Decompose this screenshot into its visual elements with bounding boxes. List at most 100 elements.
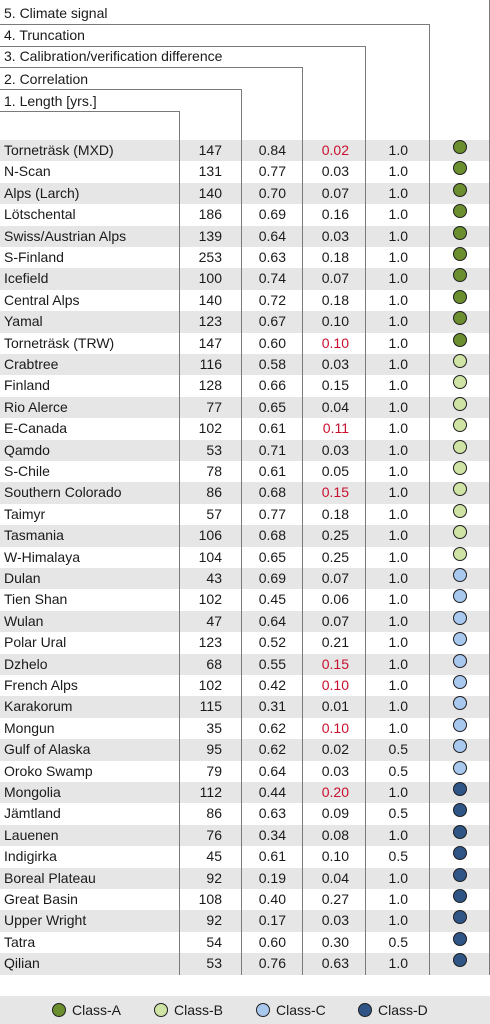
difference-value: 0.04 [321,869,349,886]
truncation-value: 1.0 [388,398,408,415]
table-row: Tien Shan 102 0.45 0.06 1.0 [0,589,490,611]
truncation-value: 1.0 [388,313,408,330]
site-name: Boreal Plateau [4,869,96,886]
truncation-value: 1.0 [388,869,408,886]
difference-value: 0.16 [321,206,349,223]
length-value: 100 [198,270,222,287]
correlation-value: 0.64 [258,612,286,629]
length-value: 45 [206,848,222,865]
correlation-value: 0.45 [258,591,286,608]
correlation-value: 0.66 [258,377,286,394]
site-name: Icefield [4,270,49,287]
table-row: Gulf of Alaska 95 0.62 0.02 0.5 [0,739,490,761]
truncation-value: 1.0 [388,163,408,180]
climate-signal-dot [453,482,467,497]
truncation-value: 1.0 [388,570,408,586]
table-row: Oroko Swamp 79 0.64 0.03 0.5 [0,760,490,782]
site-name: Karakorum [4,698,73,715]
difference-value: 0.18 [321,505,349,522]
correlation-value: 0.67 [258,313,286,330]
legend-item-class-c: Class-C [256,996,326,1024]
truncation-value: 0.5 [388,805,408,822]
difference-value: 0.02 [321,741,349,758]
truncation-value: 1.0 [388,719,408,736]
difference-value: 0.09 [321,805,349,822]
difference-value: 0.20 [321,784,349,800]
difference-value: 0.25 [321,548,349,565]
legend-item-class-a: Class-A [52,996,121,1024]
difference-value: 0.03 [321,356,349,372]
site-name: Taimyr [4,505,46,522]
length-value: 140 [198,291,222,308]
truncation-value: 1.0 [388,227,408,244]
length-value: 95 [206,741,222,758]
table-row: Qilian 53 0.76 0.63 1.0 [0,953,490,975]
length-value: 104 [198,548,222,565]
climate-signal-dot [453,867,467,882]
climate-signal-dot [453,910,467,925]
length-value: 86 [206,805,222,822]
climate-signal-dot [453,332,467,347]
climate-signal-dot [453,204,467,219]
table-row: Polar Ural 123 0.52 0.21 1.0 [0,632,490,654]
header-class: 5. Climate signal [4,5,108,21]
site-name: Oroko Swamp [4,762,93,779]
table-row: French Alps 102 0.42 0.10 1.0 [0,675,490,697]
difference-value: 0.03 [321,912,349,929]
legend-label: Class-D [378,1002,428,1018]
correlation-value: 0.62 [258,719,286,736]
legend-swatch [52,1002,66,1017]
table-row: Central Alps 140 0.72 0.18 1.0 [0,289,490,312]
length-value: 147 [198,334,222,351]
correlation-value: 0.74 [258,270,286,287]
truncation-value: 1.0 [388,826,408,843]
truncation-value: 1.0 [388,612,408,629]
difference-value: 0.02 [321,142,349,158]
length-value: 253 [198,249,222,265]
difference-value: 0.04 [321,398,349,415]
truncation-value: 1.0 [388,206,408,223]
table-row: Torneträsk (TRW) 147 0.60 0.10 1.0 [0,332,490,354]
site-name: Finland [4,377,50,394]
truncation-value: 1.0 [388,634,408,651]
length-value: 128 [198,377,222,394]
truncation-value: 1.0 [388,356,408,372]
header-correlation: 2. Correlation [4,71,89,87]
correlation-value: 0.63 [258,805,286,822]
climate-signal-dot [453,696,467,711]
truncation-value: 1.0 [388,591,408,608]
climate-signal-dot [453,225,467,240]
correlation-value: 0.55 [258,655,286,672]
table-row: Rio Alerce 77 0.65 0.04 1.0 [0,396,490,419]
legend: Class-A Class-B Class-C Class-D [0,996,490,1024]
header-rule-class [0,24,429,25]
truncation-value: 1.0 [388,291,408,308]
difference-value: 0.03 [321,441,349,458]
table-row: Wulan 47 0.64 0.07 1.0 [0,610,490,633]
length-value: 131 [198,163,222,180]
table-row: Tasmania 106 0.68 0.25 1.0 [0,525,490,547]
site-name: Polar Ural [4,634,67,651]
correlation-value: 0.19 [258,869,286,886]
difference-value: 0.21 [321,634,349,651]
difference-value: 0.15 [321,484,349,501]
table-row: Karakorum 115 0.31 0.01 1.0 [0,696,490,718]
correlation-value: 0.65 [258,548,286,565]
legend-item-class-b: Class-B [154,996,223,1024]
truncation-value: 1.0 [388,441,408,458]
correlation-value: 0.61 [258,420,286,437]
climate-signal-dot [453,503,467,518]
climate-signal-dot [453,889,467,903]
length-value: 78 [206,463,222,479]
truncation-value: 1.0 [388,955,408,972]
site-name: Dulan [4,570,41,586]
climate-signal-dot [453,418,467,433]
climate-signal-dot [453,311,467,326]
truncation-value: 0.5 [388,848,408,865]
truncation-value: 1.0 [388,698,408,715]
header-rule-diff [0,67,302,68]
site-name: Great Basin [4,891,78,907]
length-value: 139 [198,227,222,244]
difference-value: 0.18 [321,291,349,308]
site-name: Torneträsk (TRW) [4,334,115,351]
